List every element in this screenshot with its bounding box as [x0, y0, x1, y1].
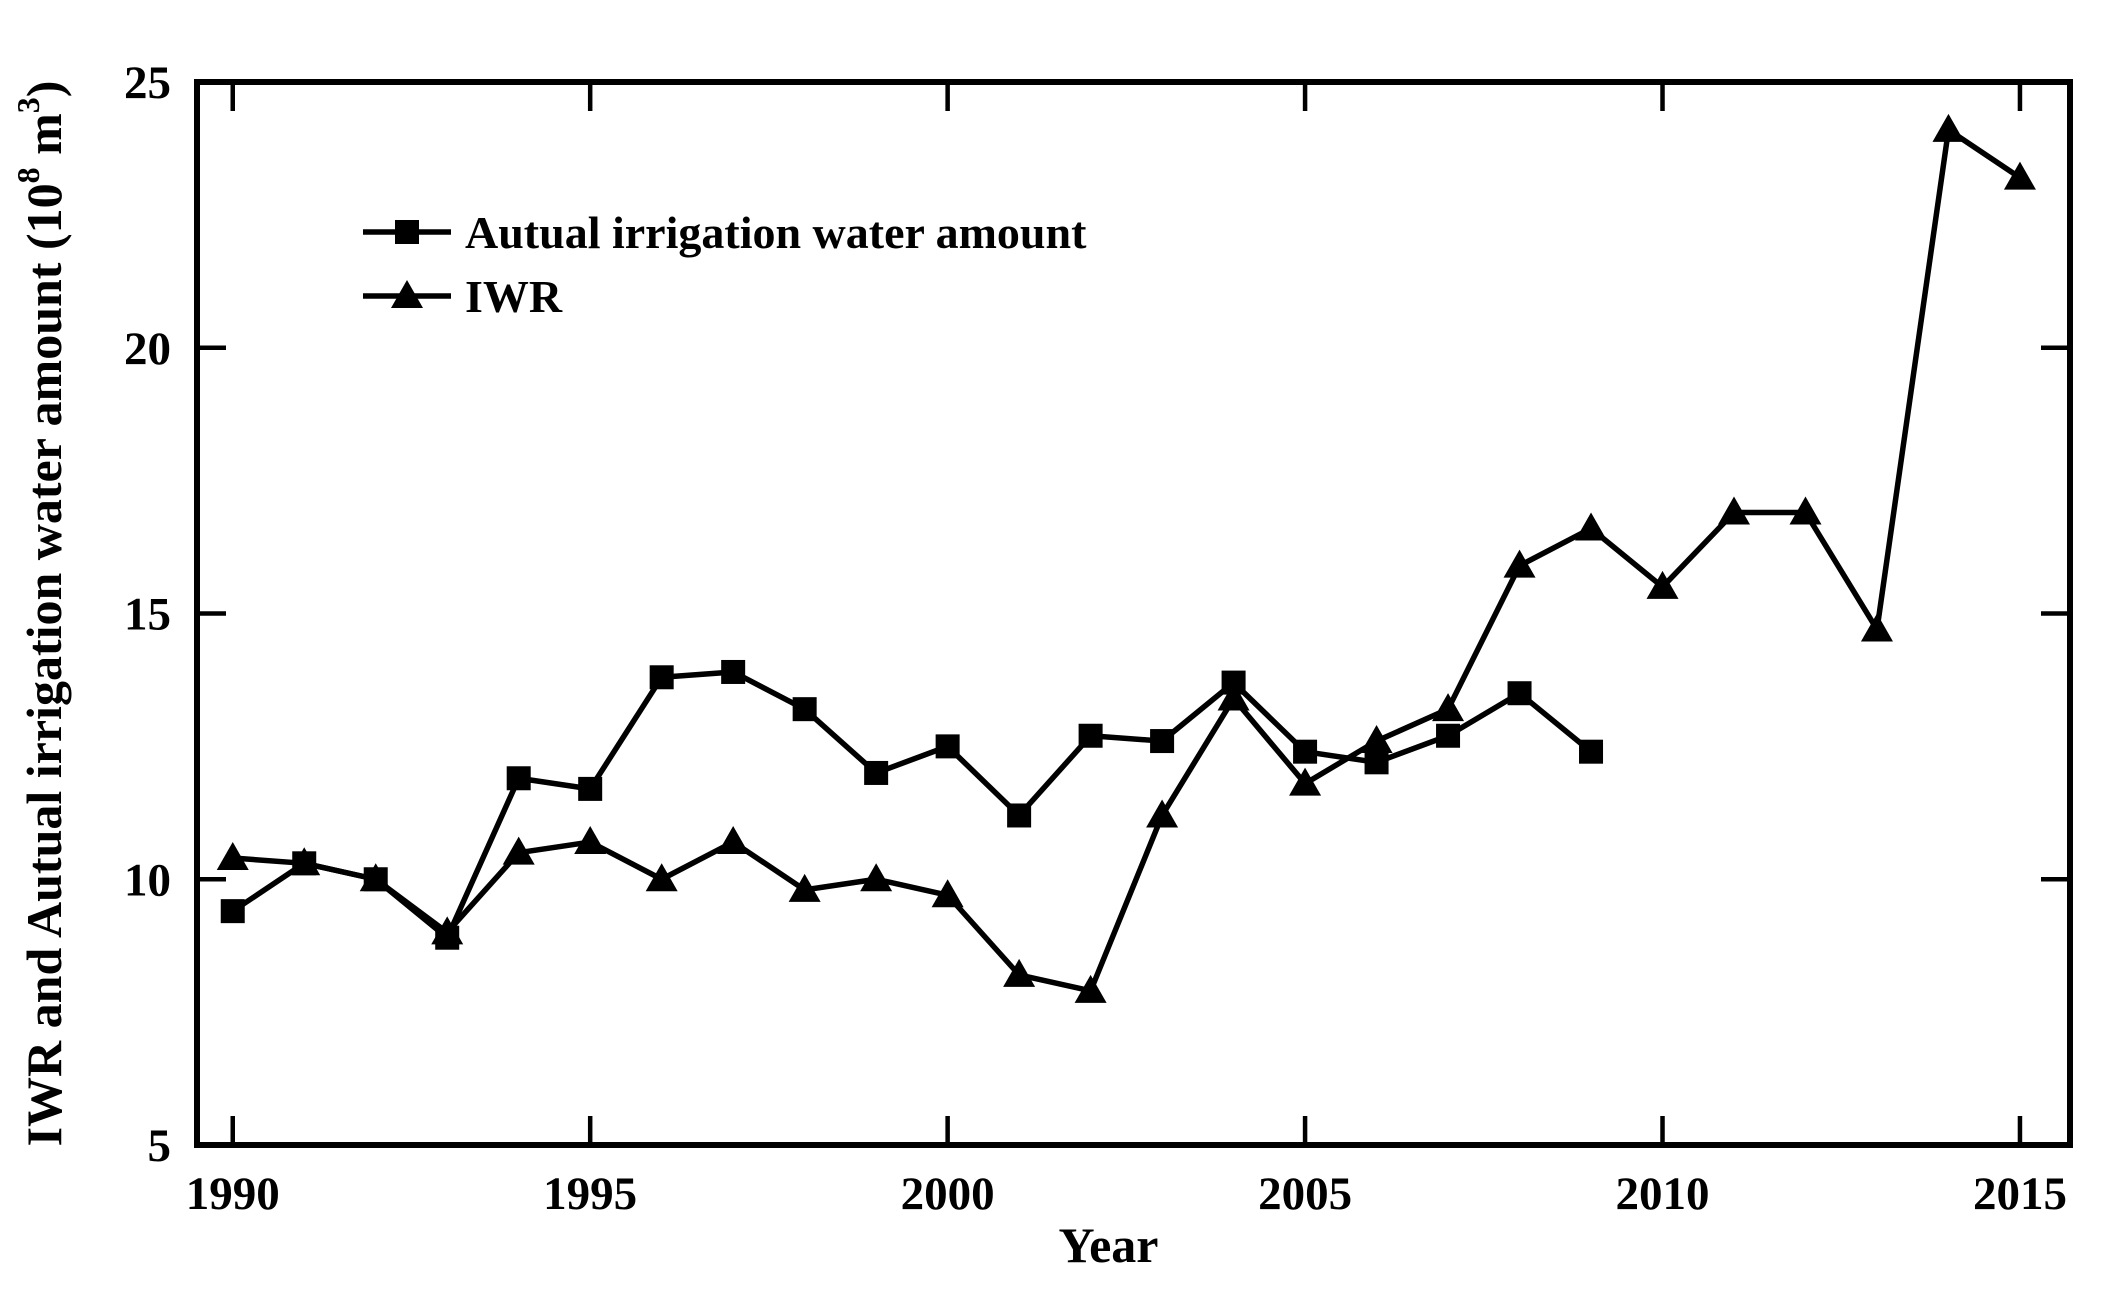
square-marker-2003: [1150, 729, 1175, 754]
square-marker-2005: [1293, 739, 1318, 764]
y-tick-label-5: 5: [148, 1120, 172, 1172]
legend-square-icon: [395, 220, 419, 244]
legend-entry-autual-irrigation-water-amount: Autual irrigation water amount: [363, 207, 1087, 258]
x-tick-label-2010: 2010: [1616, 1168, 1710, 1220]
x-tick-label-2005: 2005: [1258, 1168, 1352, 1220]
series-line-iwr: [232, 127, 2022, 994]
triangle-marker-1999: [860, 863, 893, 892]
y-tick-label-20: 20: [124, 323, 171, 375]
triangle-marker-1996: [645, 863, 678, 892]
square-marker-2007: [1436, 723, 1461, 748]
triangle-marker-2012: [1789, 496, 1822, 525]
triangle-marker-2001: [1003, 958, 1036, 987]
legend-label-iwr: IWR: [465, 271, 563, 322]
square-marker-1996: [649, 665, 674, 690]
x-tick-label-1995: 1995: [543, 1168, 637, 1220]
triangle-marker-1991: [288, 847, 321, 876]
legend-entry-iwr: IWR: [363, 271, 563, 322]
legend-label-autual-irrigation-water-amount: Autual irrigation water amount: [465, 207, 1087, 258]
y-tick-label-15: 15: [124, 589, 171, 641]
triangle-marker-1994: [502, 836, 535, 865]
x-axis-label: Year: [1059, 1217, 1159, 1273]
square-marker-2000: [935, 734, 960, 759]
square-marker-2002: [1078, 723, 1103, 748]
series-iwr: [216, 113, 2036, 1003]
series-line-autual-irrigation-water-amount: [231, 669, 1593, 941]
triangle-marker-2008: [1503, 549, 1536, 578]
square-marker-2006: [1364, 750, 1389, 775]
axis-ticks: [200, 79, 2067, 1148]
square-marker-1997: [721, 659, 746, 684]
square-marker-1994: [506, 766, 531, 791]
x-tick-label-1990: 1990: [186, 1168, 280, 1220]
y-axis-label: IWR and Autual irrigation water amount (…: [10, 81, 72, 1147]
y-tick-label-25: 25: [124, 57, 171, 109]
square-marker-2008: [1507, 681, 1532, 706]
triangle-marker-1990: [216, 841, 249, 870]
x-tick-label-2015: 2015: [1973, 1168, 2067, 1220]
triangle-marker-1992: [359, 863, 392, 892]
triangle-marker-1995: [574, 826, 607, 855]
triangle-marker-2015: [2003, 161, 2036, 190]
square-marker-1999: [864, 760, 889, 785]
square-marker-1998: [792, 697, 817, 722]
series-autual-irrigation-water-amount: [220, 659, 1604, 950]
legend: Autual irrigation water amount IWR: [363, 207, 1087, 322]
square-marker-1995: [578, 776, 603, 801]
square-marker-2009: [1579, 739, 1604, 764]
data-series: [216, 113, 2036, 1003]
legend-triangle-icon: [391, 280, 423, 308]
triangle-marker-2000: [931, 879, 964, 908]
plot-border: [194, 79, 2073, 1148]
triangle-marker-2005: [1289, 767, 1322, 796]
triangle-marker-2010: [1646, 570, 1679, 599]
triangle-marker-2014: [1932, 113, 1965, 142]
tick-labels: 1990 1995 2000 2005 2010 2015 5 10 15 20 25: [124, 57, 2067, 1220]
triangle-marker-2007: [1432, 693, 1465, 722]
triangle-marker-2002: [1074, 974, 1107, 1003]
square-marker-2001: [1007, 803, 1032, 828]
triangle-marker-2003: [1146, 799, 1179, 828]
triangle-marker-2013: [1860, 613, 1893, 642]
square-marker-1990: [220, 899, 245, 924]
triangle-marker-2011: [1718, 496, 1751, 525]
triangle-marker-2009: [1575, 512, 1608, 541]
triangle-marker-2004: [1217, 682, 1250, 711]
triangle-marker-1993: [431, 916, 464, 945]
triangle-marker-2006: [1360, 725, 1393, 754]
axes: [194, 79, 2073, 1148]
triangle-marker-1998: [788, 873, 821, 902]
x-tick-label-2000: 2000: [901, 1168, 995, 1220]
y-tick-label-10: 10: [124, 854, 171, 906]
triangle-marker-1997: [717, 826, 750, 855]
